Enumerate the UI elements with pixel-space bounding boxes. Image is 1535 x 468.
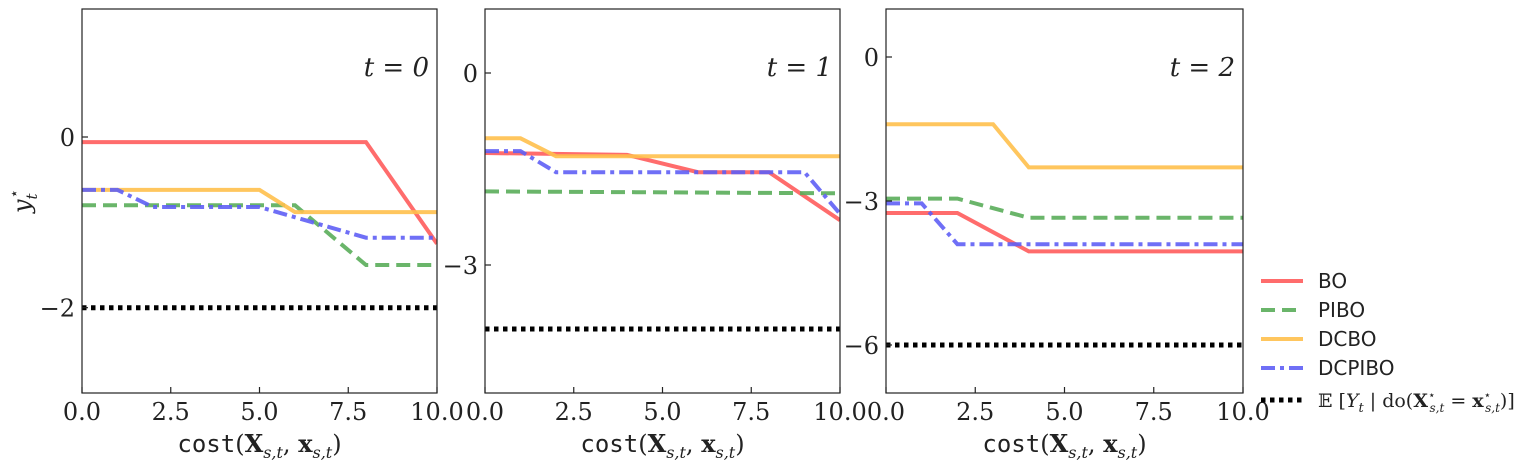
- panel-annotation: t = 2: [1170, 53, 1235, 83]
- panel-t0: 0.0 2.5 5.0 7.5 10.0 0 −2 t = 0 cost(Xs,t, xs,t)…: [5, 8, 464, 462]
- legend-item-dcbo: DCBO: [1261, 327, 1376, 351]
- panel-annotation: t = 0: [364, 53, 429, 83]
- panel-t1: 0.0 2.5 5.0 7.5 10.0 0 −3 t = 1 cost(Xs,t, xs,t): [443, 8, 867, 462]
- x-axis-label: cost(Xs,t, xs,t): [580, 429, 744, 462]
- y-axis-label: yt⋆: [5, 189, 41, 214]
- legend-item-pibo: PIBO: [1261, 298, 1365, 322]
- series-line-pibo: [485, 189, 840, 196]
- y-tick-label: 0: [864, 44, 879, 72]
- series-line-dcbo: [485, 136, 840, 159]
- x-tick-label: 5.0: [240, 398, 278, 426]
- y-tick-label: −3: [844, 188, 879, 216]
- series-line-bo: [886, 211, 1243, 254]
- x-tick-label: 2.5: [956, 398, 994, 426]
- series-group: [485, 136, 840, 332]
- series-group: [886, 122, 1243, 348]
- series-line-dcpibo: [485, 149, 840, 216]
- x-axis-label: cost(Xs,t, xs,t): [982, 429, 1146, 462]
- y-tick-label: 0: [463, 60, 478, 88]
- x-axis-label: cost(Xs,t, xs,t): [177, 429, 341, 462]
- x-tick-label: 10.0: [410, 398, 463, 426]
- x-tick-label: 7.5: [732, 398, 770, 426]
- panel-annotation: t = 1: [767, 53, 832, 83]
- panel-t2: 0.0 2.5 5.0 7.5 10.0 0 −3 −6 t = 2 cost(Xs,t, xs,…: [844, 8, 1270, 462]
- series-group: [82, 140, 437, 311]
- y-tick-label: −2: [40, 295, 75, 323]
- legend: BO PIBO DCBO DCPIBO 𝔼 [Yt | do(X⋆ s,t = x⋆ s,t…: [1261, 269, 1515, 416]
- x-tick-label: 10.0: [813, 398, 866, 426]
- panels: 0.0 2.5 5.0 7.5 10.0 0 −2 t = 0 cost(Xs,t, xs,t)…: [5, 8, 1270, 462]
- x-tick-label: 10.0: [1216, 398, 1269, 426]
- legend-label: 𝔼 [Yt | do(X⋆ s,t = x⋆ s,t)]: [1318, 388, 1515, 416]
- y-tick-label: 0: [60, 124, 75, 152]
- legend-label: BO: [1318, 269, 1347, 293]
- legend-item-e: 𝔼 [Yt | do(X⋆ s,t = x⋆ s,t)]: [1261, 388, 1515, 416]
- series-line-dcbo: [82, 187, 437, 215]
- x-tick-label: 5.0: [1045, 398, 1083, 426]
- y-tick-label: −6: [844, 332, 879, 360]
- x-tick-label: 0.0: [867, 398, 905, 426]
- series-line-pibo: [82, 203, 437, 267]
- legend-label: DCPIBO: [1318, 356, 1394, 380]
- series-line-dcpibo: [82, 187, 437, 240]
- series-line-pibo: [886, 196, 1243, 220]
- x-tick-label: 7.5: [1135, 398, 1173, 426]
- legend-item-bo: BO: [1261, 269, 1347, 293]
- legend-item-dcpibo: DCPIBO: [1261, 356, 1394, 380]
- series-line-dcbo: [886, 122, 1243, 170]
- x-tick-label: 5.0: [643, 398, 681, 426]
- legend-label: DCBO: [1318, 327, 1376, 351]
- x-tick-label: 2.5: [152, 398, 190, 426]
- x-tick-label: 0.0: [63, 398, 101, 426]
- x-tick-label: 7.5: [329, 398, 367, 426]
- x-tick-label: 0.0: [466, 398, 504, 426]
- series-line-dcpibo: [886, 201, 1243, 247]
- series-line-bo: [82, 140, 437, 245]
- y-tick-label: −3: [443, 252, 478, 280]
- legend-label: PIBO: [1318, 298, 1365, 322]
- x-tick-label: 2.5: [555, 398, 593, 426]
